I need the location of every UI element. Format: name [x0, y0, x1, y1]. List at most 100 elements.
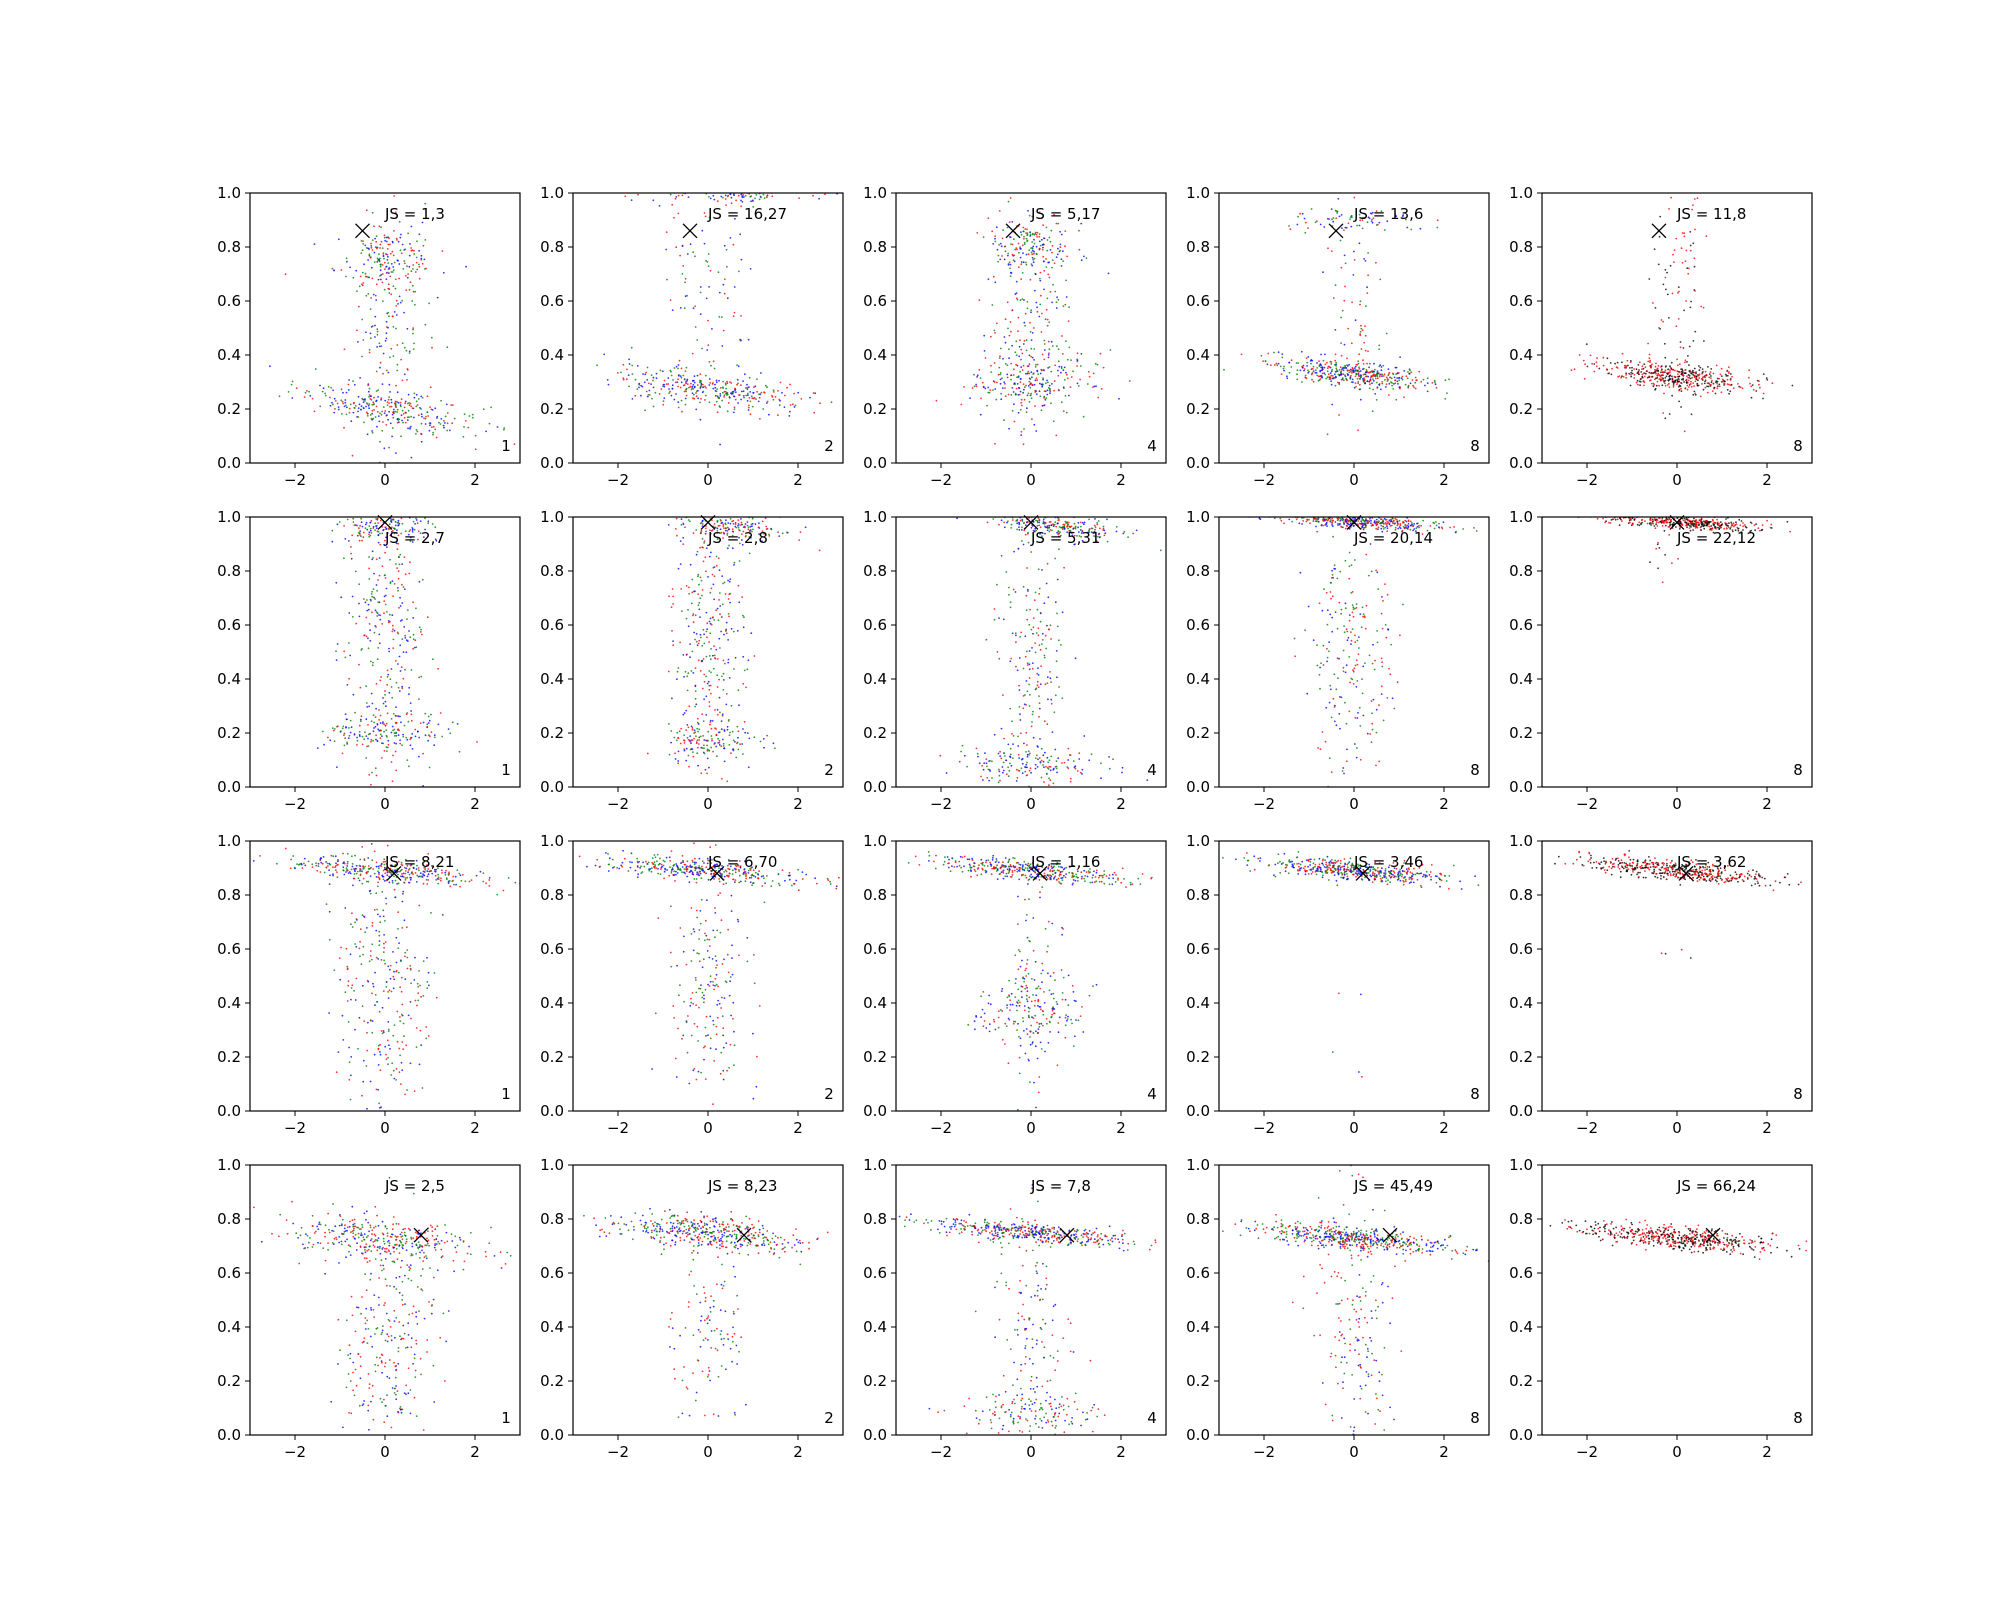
data-point	[1377, 528, 1379, 531]
data-point	[376, 589, 378, 592]
data-point	[671, 384, 674, 387]
data-point	[1714, 392, 1717, 395]
data-point	[1381, 382, 1384, 385]
data-point	[1025, 384, 1027, 387]
data-point	[1706, 391, 1709, 394]
data-point	[960, 750, 962, 753]
data-point	[1357, 362, 1360, 365]
data-point	[1015, 297, 1018, 300]
data-point	[1682, 377, 1684, 380]
data-point	[1358, 383, 1361, 386]
data-point	[378, 642, 381, 645]
data-point	[691, 739, 694, 741]
data-point	[1346, 364, 1348, 366]
data-point	[1020, 263, 1023, 266]
data-point	[1015, 280, 1018, 283]
data-point	[998, 244, 1000, 246]
data-point	[1019, 408, 1022, 411]
data-point	[419, 722, 422, 724]
data-point	[727, 522, 730, 524]
data-point	[1017, 547, 1020, 550]
data-point	[703, 739, 706, 741]
data-point	[1424, 384, 1426, 387]
data-point	[1654, 388, 1656, 391]
data-point	[1045, 226, 1048, 229]
data-point	[436, 415, 439, 418]
data-point	[736, 364, 738, 366]
data-point	[709, 591, 712, 594]
data-point	[1067, 320, 1070, 322]
data-point	[431, 523, 434, 525]
data-point	[1026, 618, 1029, 621]
data-point	[741, 543, 744, 546]
data-point	[1013, 260, 1016, 263]
data-point	[1350, 215, 1353, 217]
data-point	[362, 531, 365, 534]
x-tick-label: 0	[380, 471, 390, 489]
data-point	[646, 395, 649, 398]
data-point	[996, 381, 998, 384]
data-point	[1000, 757, 1003, 760]
data-point	[706, 750, 709, 752]
data-point	[1375, 381, 1378, 384]
data-point	[680, 524, 683, 526]
data-point	[1725, 373, 1727, 376]
data-point	[1057, 369, 1059, 372]
data-point	[1718, 377, 1720, 380]
data-point	[1664, 356, 1667, 359]
data-point	[399, 301, 402, 304]
data-point	[725, 387, 727, 390]
data-point	[1030, 371, 1033, 373]
data-point	[358, 731, 361, 733]
data-point	[1049, 291, 1052, 293]
data-point	[1063, 527, 1066, 530]
data-point	[410, 405, 413, 408]
data-point	[786, 531, 788, 534]
data-point	[413, 342, 415, 345]
data-point	[1693, 257, 1696, 260]
data-point	[1036, 684, 1039, 687]
data-point	[1671, 381, 1674, 383]
data-point	[1350, 369, 1353, 372]
data-point	[378, 614, 380, 616]
data-point	[731, 730, 734, 733]
data-point	[358, 724, 361, 727]
data-point	[684, 281, 686, 284]
data-point	[697, 730, 699, 733]
data-point	[1433, 379, 1436, 382]
data-point	[1358, 375, 1360, 378]
data-point	[404, 588, 406, 591]
data-point	[713, 619, 715, 621]
data-point	[1338, 414, 1340, 416]
data-point	[429, 422, 432, 425]
data-point	[1041, 639, 1044, 641]
data-point	[994, 281, 997, 284]
data-point	[987, 768, 990, 771]
data-point	[727, 661, 730, 664]
data-point	[1673, 261, 1675, 263]
data-point	[1726, 374, 1729, 377]
data-point	[1058, 639, 1060, 642]
data-point	[1682, 347, 1685, 349]
data-point	[375, 283, 378, 286]
data-point	[684, 277, 687, 280]
data-point	[641, 385, 644, 388]
data-point	[663, 383, 665, 386]
data-point	[1050, 511, 1052, 513]
data-point	[1310, 362, 1312, 365]
data-point	[727, 720, 730, 722]
data-point	[734, 741, 736, 743]
data-point	[1367, 274, 1369, 277]
data-point	[1018, 757, 1021, 759]
data-point	[1664, 369, 1667, 372]
data-point	[1015, 768, 1018, 771]
data-point	[1004, 395, 1007, 398]
data-point	[719, 592, 721, 594]
data-point	[1689, 244, 1692, 247]
data-point	[375, 774, 378, 777]
data-point	[1021, 520, 1024, 522]
data-point	[1311, 378, 1313, 381]
data-point	[709, 197, 712, 200]
data-point	[1048, 765, 1051, 768]
data-point	[228, 367, 230, 369]
